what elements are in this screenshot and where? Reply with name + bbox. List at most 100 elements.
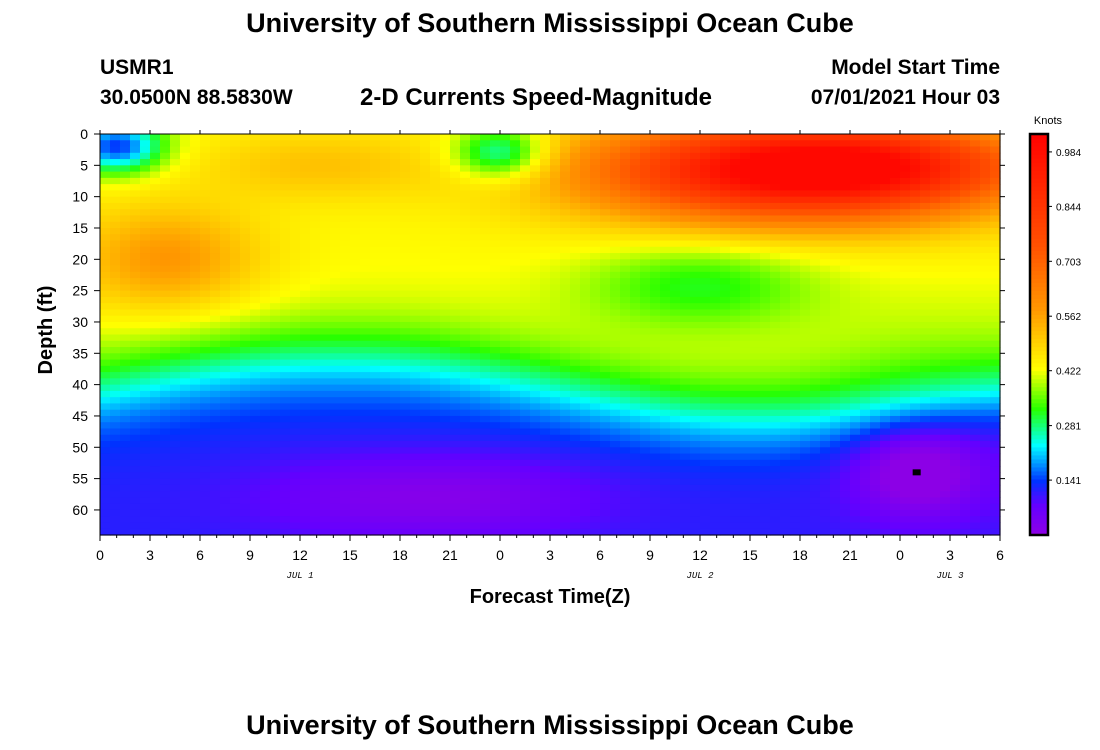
heatmap-cell: [730, 428, 741, 436]
heatmap-cell: [710, 378, 721, 386]
heatmap-cell: [260, 284, 271, 292]
heatmap-cell: [310, 334, 321, 342]
heatmap-cell: [500, 434, 511, 442]
heatmap-cell: [210, 190, 221, 198]
heatmap-cell: [220, 271, 231, 279]
heatmap-cell: [380, 384, 391, 392]
heatmap-cell: [830, 403, 841, 411]
heatmap-cell: [700, 390, 711, 398]
heatmap-cell: [260, 528, 271, 536]
heatmap-cell: [820, 403, 831, 411]
heatmap-cell: [100, 466, 111, 473]
heatmap-cell: [370, 422, 381, 430]
heatmap-cell: [100, 422, 111, 430]
heatmap-cell: [590, 516, 601, 524]
heatmap-cell: [120, 202, 131, 210]
heatmap-cell: [800, 484, 811, 492]
heatmap-cell: [820, 365, 831, 373]
heatmap-cell: [660, 152, 671, 160]
heatmap-cell: [600, 159, 611, 166]
heatmap-cell: [250, 484, 261, 492]
heatmap-cell: [220, 466, 231, 473]
heatmap-cell: [140, 227, 151, 235]
heatmap-cell: [730, 347, 741, 354]
heatmap-cell: [490, 434, 501, 442]
heatmap-cell: [330, 340, 341, 348]
heatmap-cell: [420, 516, 431, 524]
heatmap-cell: [310, 253, 321, 260]
heatmap-cell: [330, 321, 341, 329]
heatmap-cell: [850, 453, 861, 461]
heatmap-cell: [320, 466, 331, 473]
heatmap-cell: [240, 184, 251, 191]
heatmap-cell: [610, 303, 621, 311]
heatmap-cell: [380, 190, 391, 198]
heatmap-cell: [180, 353, 191, 361]
heatmap-cell: [270, 466, 281, 473]
heatmap-cell: [280, 215, 291, 223]
heatmap-cell: [210, 347, 221, 354]
heatmap-cell: [230, 409, 241, 417]
heatmap-cell: [640, 447, 651, 455]
heatmap-cell: [340, 259, 351, 267]
heatmap-cell: [460, 328, 471, 336]
heatmap-cell: [660, 403, 671, 411]
heatmap-cell: [410, 447, 421, 455]
heatmap-cell: [420, 209, 431, 217]
heatmap-cell: [660, 321, 671, 329]
heatmap-cell: [250, 441, 261, 448]
heatmap-cell: [760, 491, 771, 499]
heatmap-cell: [470, 422, 481, 430]
heatmap-cell: [530, 321, 541, 329]
heatmap-cell: [570, 184, 581, 191]
heatmap-cell: [750, 134, 761, 141]
heatmap-cell: [680, 447, 691, 455]
heatmap-cell: [870, 240, 881, 248]
heatmap-cell: [380, 497, 391, 505]
heatmap-cell: [640, 271, 651, 279]
heatmap-cell: [540, 146, 551, 154]
heatmap-cell: [540, 434, 551, 442]
heatmap-cell: [640, 165, 651, 173]
heatmap-cell: [760, 522, 771, 530]
heatmap-cell: [350, 415, 361, 423]
heatmap-cell: [410, 328, 421, 336]
heatmap-cell: [340, 184, 351, 191]
heatmap-cell: [480, 478, 491, 486]
heatmap-cell: [210, 503, 221, 511]
heatmap-cell: [240, 472, 251, 480]
heatmap-cell: [170, 497, 181, 505]
heatmap-cell: [520, 284, 531, 292]
heatmap-cell: [520, 353, 531, 361]
heatmap-cell: [210, 478, 221, 486]
heatmap-cell: [530, 271, 541, 279]
heatmap-cell: [290, 497, 301, 505]
heatmap-cell: [450, 359, 461, 367]
heatmap-cell: [390, 202, 401, 210]
heatmap-cell: [680, 478, 691, 486]
heatmap-cell: [350, 278, 361, 285]
heatmap-cell: [840, 403, 851, 411]
heatmap-cell: [850, 334, 861, 342]
heatmap-cell: [550, 478, 561, 486]
heatmap-cell: [450, 284, 461, 292]
heatmap-cell: [210, 165, 221, 173]
heatmap-cell: [400, 152, 411, 160]
heatmap-cell: [230, 353, 241, 361]
heatmap-cell: [380, 359, 391, 367]
heatmap-cell: [680, 177, 691, 185]
heatmap-cell: [430, 296, 441, 304]
heatmap-cell: [630, 165, 641, 173]
heatmap-cell: [800, 359, 811, 367]
heatmap-cell: [600, 434, 611, 442]
heatmap-cell: [480, 397, 491, 405]
heatmap-cell: [580, 390, 591, 398]
heatmap-cell: [700, 271, 711, 279]
heatmap-cell: [750, 284, 761, 292]
heatmap-cell: [340, 491, 351, 499]
heatmap-cell: [670, 428, 681, 436]
heatmap-cell: [780, 221, 791, 229]
heatmap-cell: [460, 347, 471, 354]
heatmap-cell: [660, 509, 671, 517]
heatmap-cell: [210, 459, 221, 467]
